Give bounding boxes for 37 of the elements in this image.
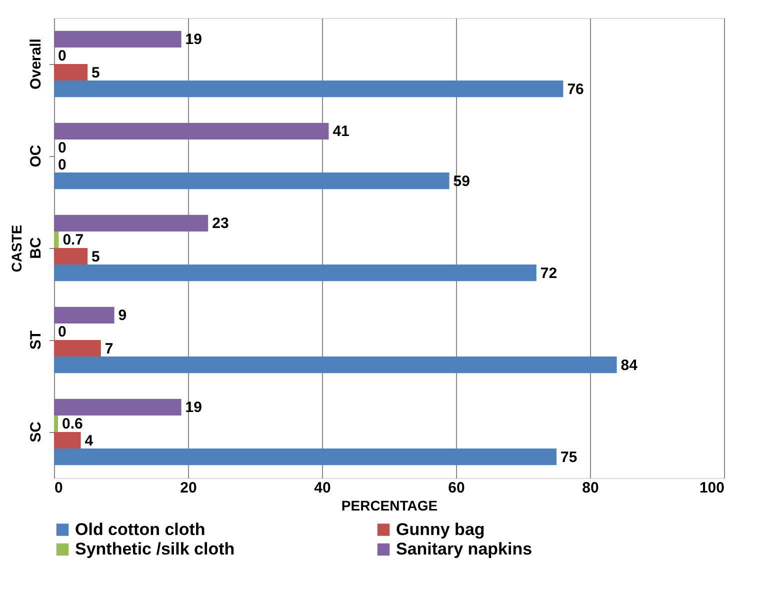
y-tick-label: ST	[28, 330, 44, 350]
x-tick-label: 60	[448, 480, 465, 496]
data-label: 84	[620, 356, 638, 374]
y-tick-label: BC	[28, 237, 44, 259]
x-tick-label: 100	[699, 480, 724, 496]
data-label: 41	[332, 123, 350, 140]
data-label: 0	[58, 324, 66, 341]
y-tick-label: SC	[28, 421, 44, 442]
legend-label: Old cotton cloth	[75, 520, 206, 539]
x-axis-title: PERCENTAGE	[341, 498, 438, 514]
data-label: 0	[58, 140, 66, 157]
data-label: 9	[118, 307, 127, 324]
legend-label: Gunny bag	[396, 520, 485, 539]
y-axis-title: CASTE	[8, 224, 24, 272]
data-label: 0	[58, 156, 66, 174]
x-tick-label: 80	[582, 480, 599, 496]
data-label: 59	[453, 172, 470, 190]
x-tick-label: 0	[54, 480, 63, 496]
data-label: 5	[92, 248, 100, 266]
x-tick-label: 40	[314, 480, 331, 496]
data-label: 19	[185, 399, 202, 416]
data-label: 23	[212, 215, 229, 232]
data-label: 19	[185, 31, 202, 48]
data-label: 0.7	[62, 232, 84, 249]
x-tick-label: 20	[180, 480, 197, 496]
y-tick-label: Overall	[28, 38, 44, 90]
data-label: 72	[540, 264, 558, 282]
data-label: 5	[92, 64, 100, 82]
data-label: 0	[58, 48, 66, 65]
y-tick-label: OC	[28, 144, 44, 168]
data-label: 0.6	[62, 416, 83, 433]
data-label: 76	[567, 80, 584, 98]
data-label: 75	[560, 448, 578, 466]
data-label: 7	[104, 340, 114, 358]
legend-label: Sanitary napkins	[396, 540, 532, 558]
data-label: 4	[84, 432, 94, 450]
legend-label: Synthetic /silk cloth	[75, 540, 235, 558]
